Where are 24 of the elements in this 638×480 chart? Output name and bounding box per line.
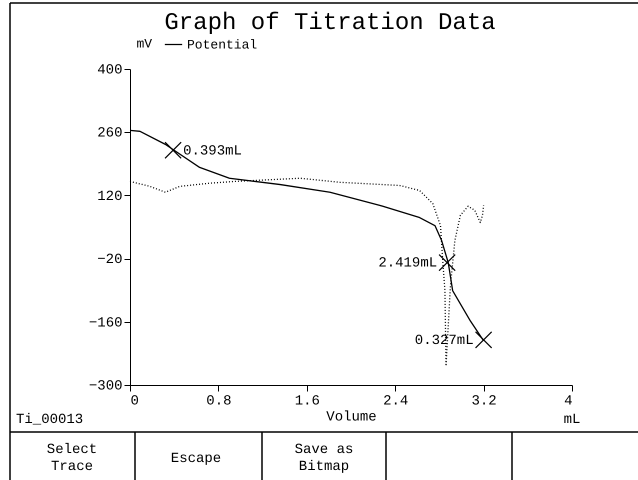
y-axis-title: mV <box>136 36 152 52</box>
text: Ti_00013 <box>16 412 84 428</box>
chart-title: Graph of Titration Data <box>164 10 496 37</box>
x-tick-label: 4 <box>564 394 572 410</box>
text: Select Trace <box>46 442 98 475</box>
annotation: 0.393mL <box>183 143 242 160</box>
y-tick-label: −300 <box>88 378 122 394</box>
x-axis-title: Volume <box>326 410 377 426</box>
x-tick-label: 3.2 <box>471 394 497 410</box>
text: mL <box>564 412 580 428</box>
y-tick-label: 260 <box>97 126 122 142</box>
text: Save as Bitmap <box>294 442 354 475</box>
y-tick-label: 400 <box>97 62 122 78</box>
x-tick-label: 1.6 <box>294 394 320 410</box>
annotation: 0.327mL <box>414 332 474 349</box>
text: Escape <box>170 451 222 467</box>
x-tick-label: 0.8 <box>206 394 232 410</box>
y-tick-label: 120 <box>97 188 122 205</box>
y-tick-label: −20 <box>97 252 122 268</box>
x-tick-label: 0 <box>130 394 139 410</box>
annotation: 2.419mL <box>378 256 438 272</box>
legend-label: Potential <box>187 38 258 52</box>
y-tick-label: −160 <box>88 315 122 332</box>
x-tick-label: 2.4 <box>383 394 408 410</box>
